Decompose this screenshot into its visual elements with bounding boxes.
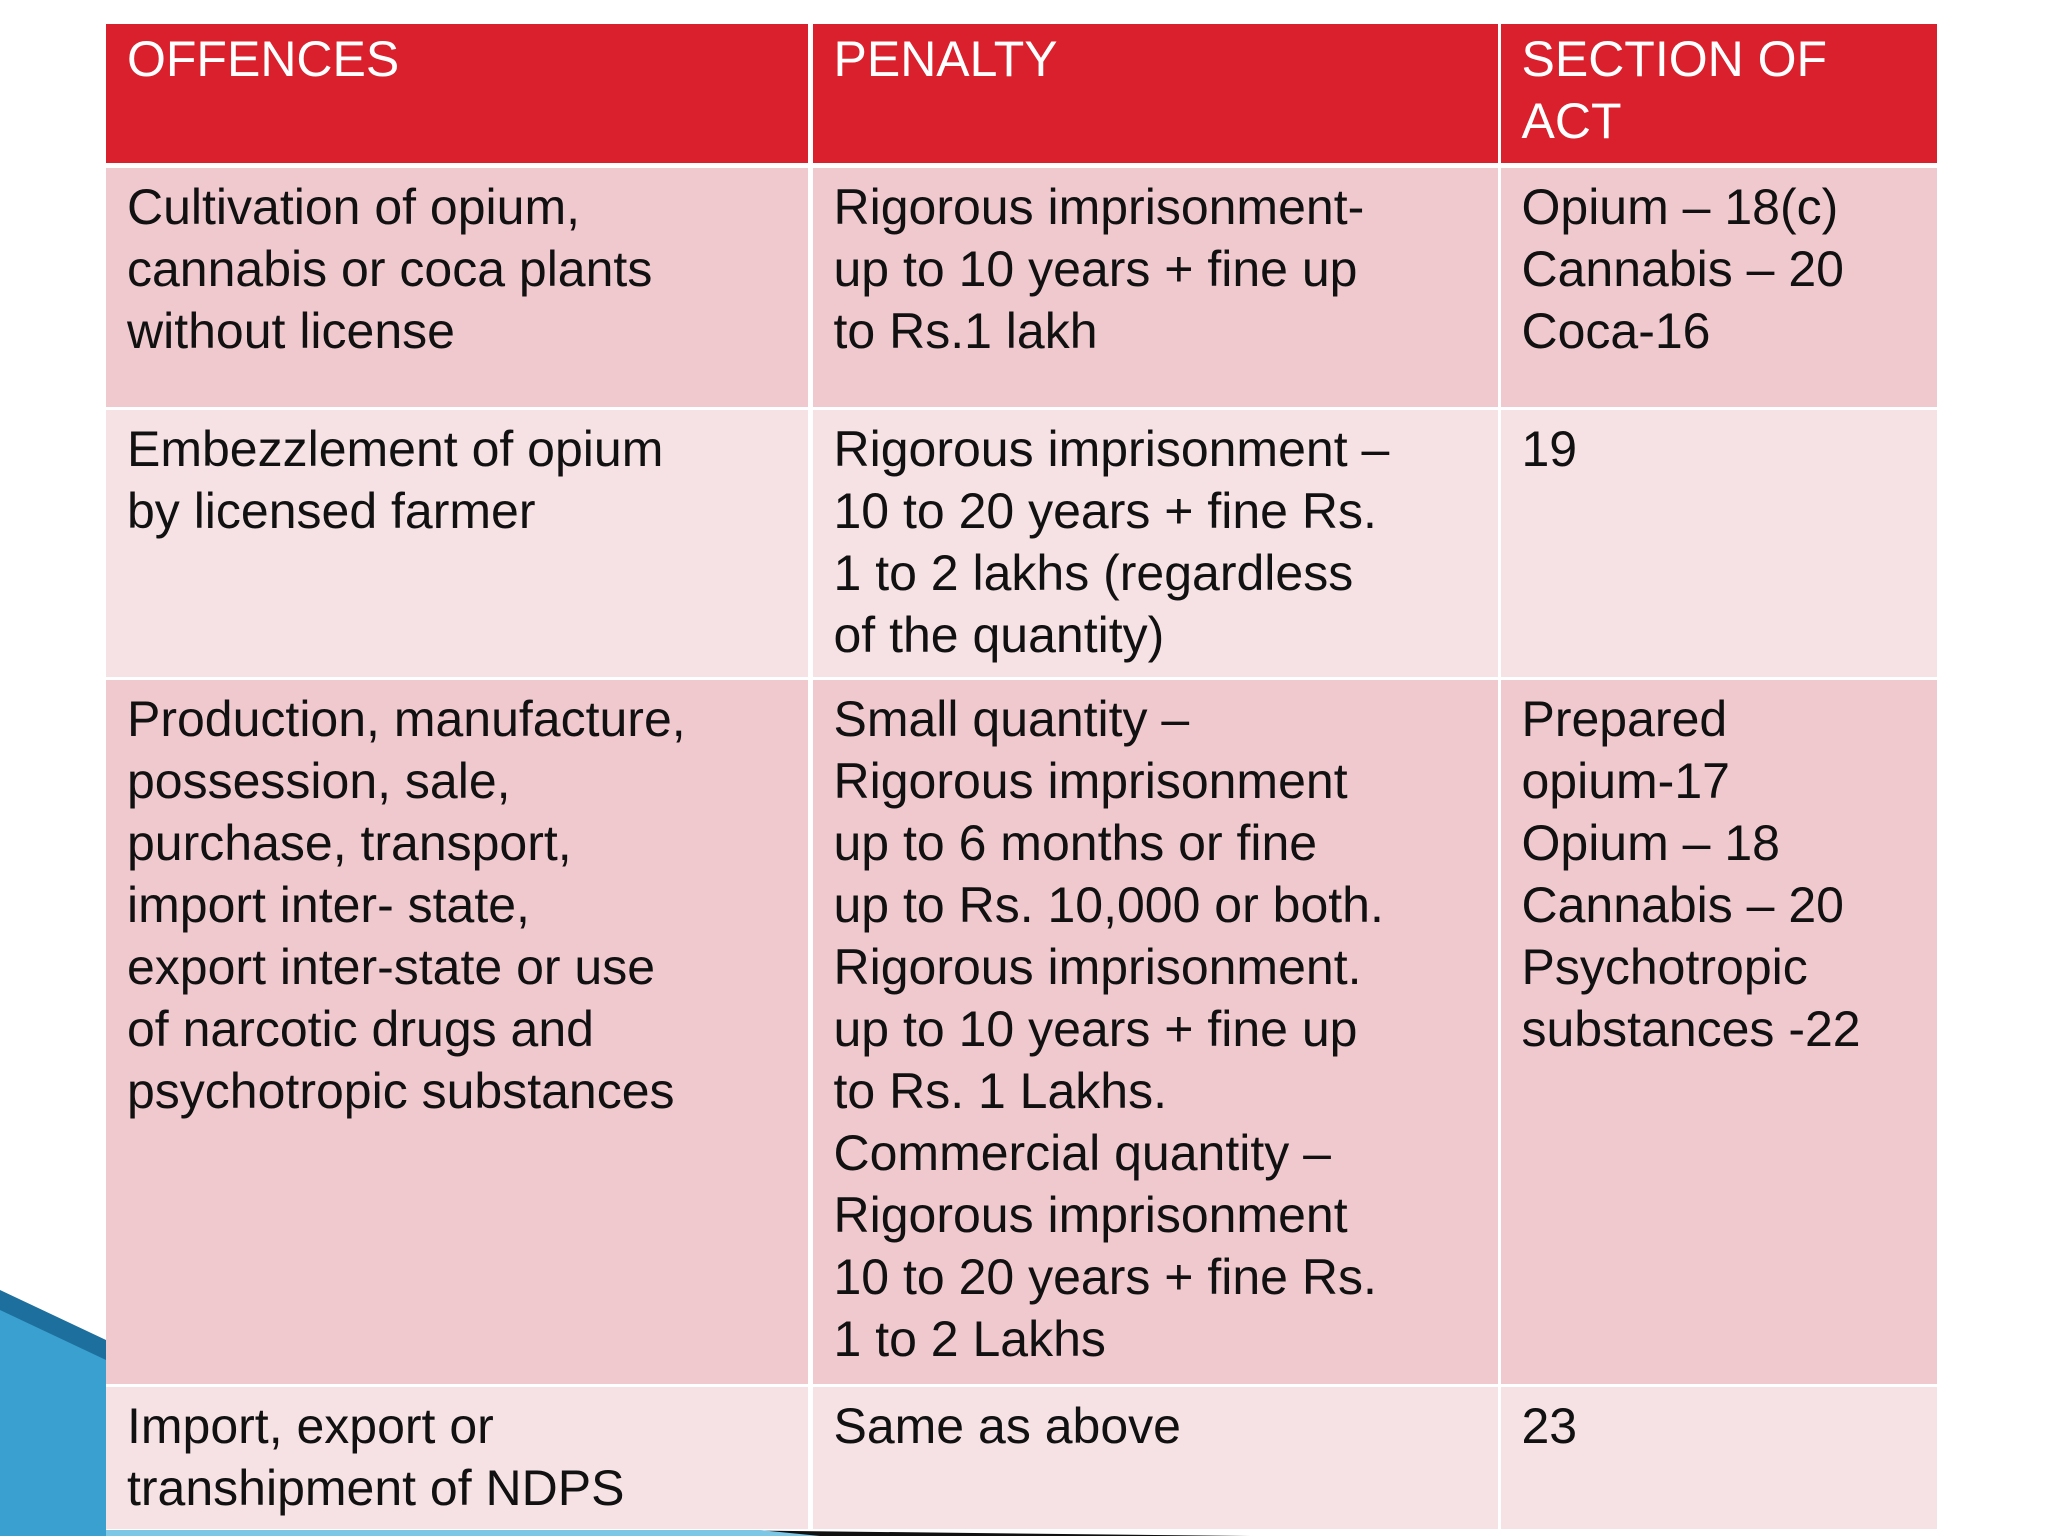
cell-line: up to 6 months or fine bbox=[833, 814, 1318, 871]
table-cell: Production, manufacture, possession, sale… bbox=[106, 679, 808, 1384]
cell-line: Small quantity – bbox=[833, 690, 1190, 747]
table-cell: Opium – 18(c) Cannabis – 20 Coca-16 bbox=[1500, 167, 1937, 407]
header-cell: SECTION OF ACT bbox=[1500, 24, 1937, 163]
cell-line: Coca-16 bbox=[1521, 302, 1711, 359]
cell-line: substances -22 bbox=[1521, 1000, 1861, 1057]
cell-line: up to Rs. 10,000 or both. bbox=[833, 876, 1384, 933]
cell-line: Rigorous imprisonment. bbox=[833, 938, 1362, 995]
cell-line: up to 10 years + fine up bbox=[833, 1000, 1358, 1057]
cell-line: Cannabis – 20 bbox=[1521, 240, 1844, 297]
cell-line: to Rs. 1 Lakhs. bbox=[833, 1062, 1168, 1119]
cell-line: opium-17 bbox=[1521, 752, 1730, 809]
cell-line: up to 10 years + fine up bbox=[833, 240, 1358, 297]
cell-line: OFFENCES bbox=[127, 31, 400, 87]
header-cell: OFFENCES bbox=[106, 24, 808, 163]
cell-line: Same as above bbox=[833, 1397, 1181, 1454]
corner-shape bbox=[0, 1310, 106, 1536]
cell-line: Prepared bbox=[1521, 690, 1728, 747]
cell-line: Cultivation of opium, bbox=[127, 178, 581, 235]
table-cell: 19 bbox=[1500, 409, 1937, 677]
table-cell: Rigorous imprisonment-up to 10 years + f… bbox=[812, 167, 1498, 407]
table-cell: Rigorous imprisonment –10 to 20 years + … bbox=[812, 409, 1498, 677]
cell-line: 1 to 2 Lakhs bbox=[833, 1310, 1106, 1367]
cell-line: psychotropic substances bbox=[127, 1062, 675, 1119]
cell-line: Opium – 18(c) bbox=[1521, 178, 1839, 235]
table-cell: Cultivation of opium, cannabis or coca pl… bbox=[106, 167, 808, 407]
cell-line: Opium – 18 bbox=[1521, 814, 1780, 871]
cell-line: of narcotic drugs and bbox=[127, 1000, 594, 1057]
cell-line: SECTION OF bbox=[1521, 31, 1828, 87]
cell-line: Commercial quantity – bbox=[833, 1124, 1331, 1181]
corner-shape bbox=[106, 1530, 820, 1536]
table: OFFENCES PENALTY SECTION OF ACT Cultivation … bbox=[106, 24, 1938, 1530]
cell-line: of the quantity) bbox=[833, 606, 1165, 663]
cell-line: Cannabis – 20 bbox=[1521, 876, 1844, 933]
cell-line: Rigorous imprisonment bbox=[833, 752, 1348, 809]
table-cell: Embezzlement of opium by licensed farmer bbox=[106, 409, 808, 677]
cell-line: PENALTY bbox=[833, 31, 1058, 87]
cell-line: 10 to 20 years + fine Rs. bbox=[833, 482, 1377, 539]
cell-line: without license bbox=[127, 302, 455, 359]
cell-line: Psychotropic bbox=[1521, 938, 1808, 995]
cell-line: 1 to 2 lakhs (regardless bbox=[833, 544, 1354, 601]
header-cell: PENALTY bbox=[812, 24, 1498, 163]
table-cell: Same as above bbox=[812, 1386, 1498, 1529]
corner-shape bbox=[700, 1530, 1250, 1536]
cell-line: 19 bbox=[1521, 420, 1578, 477]
cell-line: cannabis or coca plants bbox=[127, 240, 653, 297]
cell-line: Embezzlement of opium bbox=[127, 420, 664, 477]
cell-line: ACT bbox=[1521, 93, 1622, 149]
cell-line: Import, export or bbox=[127, 1397, 494, 1454]
cell-line: by licensed farmer bbox=[127, 482, 536, 539]
table-cell: Import, export or transhipment of NDPS bbox=[106, 1386, 808, 1529]
cell-line: possession, sale, bbox=[127, 752, 511, 809]
cell-line: Production, manufacture, bbox=[127, 690, 686, 747]
cell-line: export inter-state or use bbox=[127, 938, 656, 995]
cell-line: 23 bbox=[1521, 1397, 1578, 1454]
table-cell: Prepared opium-17 Opium – 18 Cannabis – 20 P… bbox=[1500, 679, 1937, 1384]
cell-line: 10 to 20 years + fine Rs. bbox=[833, 1248, 1377, 1305]
cell-line: Rigorous imprisonment – bbox=[833, 420, 1390, 477]
cell-line: Rigorous imprisonment bbox=[833, 1186, 1348, 1243]
cell-line: purchase, transport, bbox=[127, 814, 572, 871]
cell-line: Rigorous imprisonment- bbox=[833, 178, 1365, 235]
table-cell: 23 bbox=[1500, 1386, 1937, 1529]
cell-line: import inter- state, bbox=[127, 876, 530, 933]
table-cell: Small quantity – Rigorous imprisonment up … bbox=[812, 679, 1498, 1384]
cell-line: to Rs.1 lakh bbox=[833, 302, 1098, 359]
cell-line: transhipment of NDPS bbox=[127, 1459, 625, 1516]
